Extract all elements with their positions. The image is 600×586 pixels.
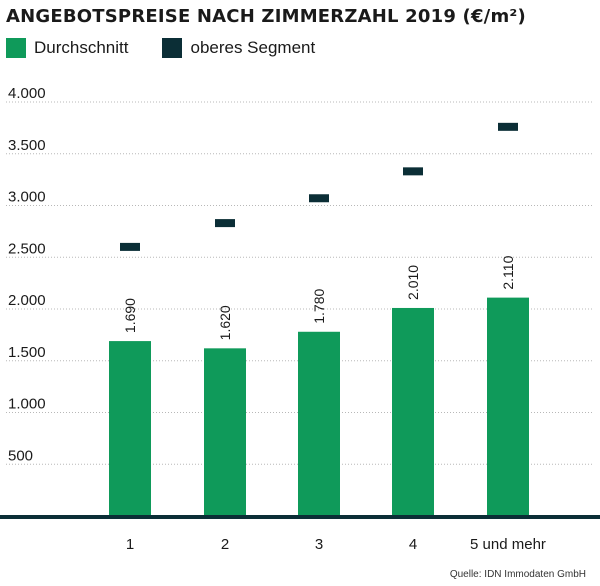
y-tick-label: 3.500 — [8, 137, 46, 154]
bar-average — [109, 341, 151, 516]
x-axis-line — [0, 515, 600, 519]
bar-average — [487, 297, 529, 516]
x-tick-label: 1 — [126, 536, 134, 553]
marker-upper-segment — [403, 167, 423, 176]
marker-upper-segment — [498, 122, 518, 131]
legend-label-upper-segment: oberes Segment — [190, 38, 316, 57]
x-tick-label: 3 — [315, 536, 323, 553]
bar-average — [298, 331, 340, 516]
y-tick-label: 1.000 — [8, 396, 46, 413]
y-tick-label: 4.000 — [8, 85, 46, 102]
source-note: Quelle: IDN Immodaten GmbH — [449, 569, 586, 580]
y-tick-label: 1.500 — [8, 344, 46, 361]
data-label: 1.780 — [311, 289, 327, 324]
y-tick-label: 3.000 — [8, 189, 46, 206]
legend-swatch-upper-segment — [162, 38, 183, 58]
data-label: 2.010 — [405, 265, 421, 300]
x-tick-label: 2 — [221, 536, 229, 553]
y-tick-label: 2.000 — [8, 292, 46, 309]
marker-upper-segment — [309, 194, 329, 203]
bar-average — [392, 307, 434, 516]
legend-item-upper-segment: oberes Segment — [162, 38, 315, 58]
data-label: 1.620 — [217, 305, 233, 340]
legend-label-average: Durchschnitt — [34, 38, 129, 57]
y-tick-label: 500 — [8, 447, 33, 464]
legend-item-average: Durchschnitt — [6, 38, 128, 58]
x-tick-label: 4 — [409, 536, 417, 553]
marker-upper-segment — [120, 242, 140, 251]
y-tick-label: 2.500 — [8, 240, 46, 257]
legend-swatch-average — [6, 38, 26, 58]
bar-average — [204, 348, 246, 516]
data-label: 1.690 — [122, 298, 138, 333]
legend: Durchschnitt oberes Segment — [6, 37, 349, 59]
chart-title: ANGEBOTSPREISE NACH ZIMMERZAHL 2019 (€/m… — [6, 6, 526, 27]
marker-upper-segment — [215, 219, 235, 228]
data-label: 2.110 — [500, 255, 516, 289]
x-tick-label: 5 und mehr — [470, 536, 546, 553]
